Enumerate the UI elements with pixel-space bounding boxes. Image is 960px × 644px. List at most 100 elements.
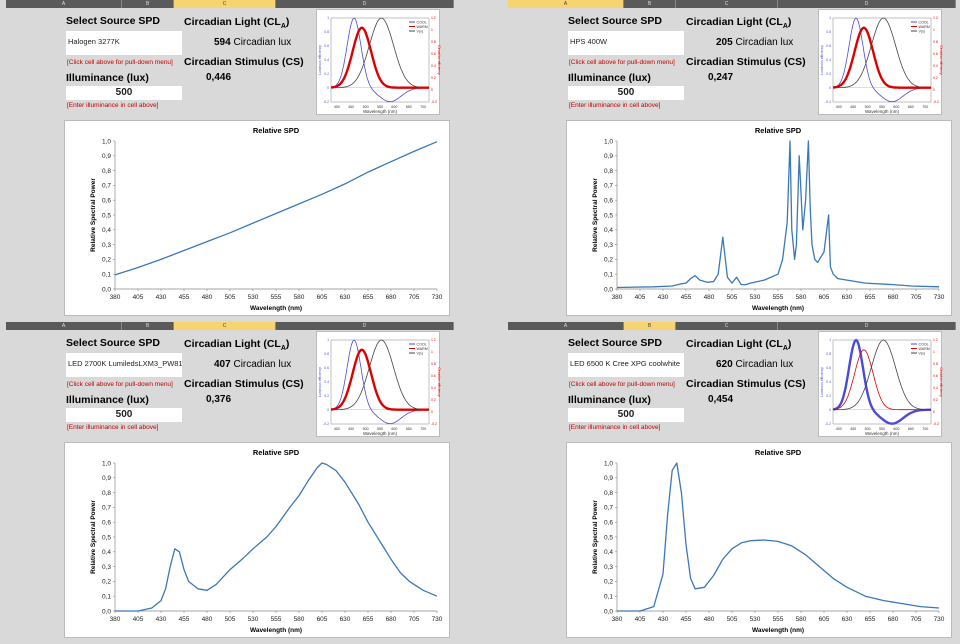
x-tick-label: 555	[773, 616, 784, 623]
y-tick-label: 0,7	[604, 505, 613, 512]
x-tick-label: 580	[796, 294, 807, 301]
mini-x-tick: 700	[922, 105, 928, 109]
mini-right-tick: 0.8	[431, 362, 436, 366]
cl-unit: Circadian lux	[735, 37, 794, 48]
column-header[interactable]: D	[778, 322, 956, 330]
y-tick-label: 0,2	[604, 579, 613, 586]
mini-right-tick: 0.6	[431, 374, 436, 378]
source-select-cell[interactable]: Halogen 3277K	[66, 31, 182, 55]
mini-x-tick: 550	[879, 105, 885, 109]
column-header[interactable]: C	[174, 0, 276, 8]
circadian-light-text: Circadian Light (CL	[686, 338, 783, 350]
pulldown-hint: [Click cell above for pull-down menu]	[67, 59, 173, 66]
mini-left-label: Luminous efficiency	[318, 367, 322, 397]
column-header[interactable]: B	[122, 0, 174, 8]
column-header[interactable]: A	[508, 0, 624, 8]
x-tick-label: 555	[271, 294, 282, 301]
y-tick-label: 0,3	[102, 564, 111, 571]
column-header[interactable]: B	[624, 0, 676, 8]
y-tick-label: 1,0	[604, 138, 613, 145]
source-select-cell[interactable]: LED 6500 K Cree XPG coolwhite	[568, 353, 684, 377]
illuminance-hint: [Enter illuminance in cell above]	[67, 102, 159, 109]
illuminance-input[interactable]: 500	[568, 86, 684, 100]
x-tick-label: 380	[612, 616, 623, 623]
mini-left-tick: 0.6	[826, 366, 831, 370]
cool-curve	[330, 339, 430, 425]
x-tick-label: 430	[658, 294, 669, 301]
column-header[interactable]: C	[676, 0, 778, 8]
mini-right-tick: -0.2	[933, 100, 939, 104]
mini-right-tick: -0.2	[431, 100, 437, 104]
mini-x-tick: 400	[836, 427, 842, 431]
circadian-light-close: )	[787, 338, 792, 350]
cl-number: 205	[716, 37, 733, 48]
mini-right-tick: 0.2	[431, 398, 436, 402]
column-header[interactable]: D	[276, 0, 454, 8]
column-header[interactable]: D	[778, 0, 956, 8]
y-tick-label: 0,7	[604, 183, 613, 190]
column-header[interactable]: A	[6, 322, 122, 330]
mini-left-label: Luminous efficiency	[318, 45, 322, 75]
mini-x-tick: 450	[850, 105, 856, 109]
y-tick-label: 0,9	[102, 153, 111, 160]
y-tick-label: 1,0	[604, 460, 613, 467]
x-tick-label: 430	[658, 616, 669, 623]
x-tick-label: 630	[340, 294, 351, 301]
circadian-light-close: )	[787, 16, 792, 28]
spd-series-line	[616, 140, 940, 289]
illuminance-input[interactable]: 500	[66, 86, 182, 100]
mini-right-tick: 0.4	[431, 386, 436, 390]
y-tick-label: 1,0	[102, 460, 111, 467]
mini-right-label: Circadian efficiency	[437, 45, 441, 75]
mini-right-tick: 0	[933, 88, 935, 92]
column-header[interactable]: A	[6, 0, 122, 8]
circadian-light-label: Circadian Light (CLA)	[184, 16, 289, 30]
spd-series-line	[115, 462, 438, 612]
efficiency-mini-chart: 400 450 500 550 600 650 700 1 0.8 0.6 0.4 0.2 0 -0.2 1…	[818, 331, 943, 437]
illuminance-label: Illuminance (lux)	[66, 394, 149, 406]
mini-left-tick: 0	[829, 86, 831, 90]
source-select-cell[interactable]: HPS 400W	[568, 31, 684, 55]
illuminance-input[interactable]: 500	[66, 408, 182, 422]
mini-legend-entry: V(λ)	[417, 29, 424, 33]
x-tick-label: 655	[363, 294, 374, 301]
x-tick-label: 505	[225, 616, 236, 623]
column-header[interactable]: D	[276, 322, 454, 330]
y-tick-label: 0,8	[102, 168, 111, 175]
x-tick-label: 405	[635, 616, 646, 623]
mini-x-tick: 600	[893, 105, 899, 109]
mini-x-tick: 650	[406, 427, 412, 431]
x-tick-label: 455	[681, 616, 692, 623]
x-axis-label: Wavelength (nm)	[250, 627, 302, 634]
illuminance-input[interactable]: 500	[568, 408, 684, 422]
vlambda-curve	[331, 17, 429, 89]
vlambda-curve	[331, 339, 429, 411]
mini-x-tick: 450	[850, 427, 856, 431]
x-tick-label: 380	[110, 616, 121, 623]
mini-left-tick: 0	[829, 408, 831, 412]
source-select-cell[interactable]: LED 2700K LumiledsLXM3_PW81	[66, 353, 182, 377]
mini-right-tick: 1.2	[933, 16, 938, 20]
x-tick-label: 680	[888, 294, 899, 301]
relative-spd-chart: Relative SPD 0,0 0,1 0,2 0,3 0,4 0,5 0,6 0,7 0,8 0…	[566, 442, 952, 638]
column-header[interactable]: B	[624, 322, 676, 330]
column-header[interactable]: C	[676, 322, 778, 330]
y-tick-label: 0,9	[604, 475, 613, 482]
x-tick-label: 455	[179, 616, 190, 623]
circadian-lux-value: 594 Circadian lux	[214, 37, 291, 48]
select-source-label: Select Source SPD	[568, 15, 662, 27]
mini-left-tick: 1	[829, 338, 831, 342]
pulldown-hint: [Click cell above for pull-down menu]	[569, 381, 675, 388]
column-header[interactable]: B	[122, 322, 174, 330]
circadian-lux-value: 620 Circadian lux	[716, 359, 793, 370]
mini-x-tick: 550	[879, 427, 885, 431]
column-header[interactable]: C	[174, 322, 276, 330]
mini-left-tick: 0.6	[324, 44, 329, 48]
mini-x-tick: 500	[865, 105, 871, 109]
y-tick-label: 0,7	[102, 183, 111, 190]
mini-right-tick: 0.6	[933, 374, 938, 378]
x-tick-label: 680	[386, 294, 397, 301]
column-header[interactable]: A	[508, 322, 624, 330]
